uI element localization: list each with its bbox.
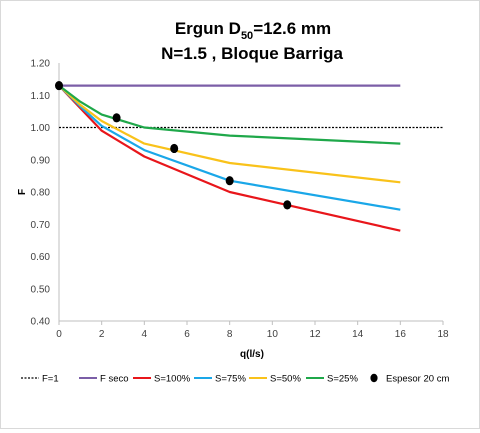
x-tick-label: 4 [142, 329, 148, 340]
legend-label: F=1 [42, 374, 59, 385]
legend-label: S=50% [270, 374, 301, 385]
y-tick-label: 0.50 [31, 284, 51, 295]
marker-layer [55, 80, 292, 210]
y-tick-label: 1.00 [31, 123, 51, 134]
x-tick-label: 16 [395, 329, 407, 340]
x-tick-label: 6 [184, 329, 190, 340]
espesor-marker [283, 200, 292, 210]
espesor-marker [55, 80, 63, 91]
series-layer [58, 84, 443, 232]
legend-marker-swatch [370, 373, 378, 383]
espesor-marker [225, 176, 234, 186]
legend-label: F seco [100, 374, 129, 385]
legend-label: Espesor 20 cm [386, 374, 449, 385]
x-tick-label: 14 [352, 329, 364, 340]
legend-label: S=100% [154, 374, 191, 385]
espesor-marker [112, 113, 121, 123]
y-tick-label: 0.90 [31, 155, 51, 166]
y-tick-label: 0.70 [31, 220, 51, 231]
y-tick-label: 0.40 [31, 317, 51, 328]
series-line-s-100 [58, 84, 401, 232]
y-tick-label: 0.80 [31, 188, 51, 199]
x-tick-label: 18 [437, 329, 449, 340]
axis-ticks: 0 2 4 6 8 10 12 14 16 18 0.40 0.50 0.60 0.70 0.80 0.90 1… [31, 59, 449, 341]
x-tick-label: 2 [99, 329, 105, 340]
x-axis-label: q(l/s) [240, 349, 264, 360]
x-tick-label: 12 [309, 329, 321, 340]
legend-label: S=25% [327, 374, 358, 385]
x-tick-label: 8 [227, 329, 233, 340]
series-line-s-25 [58, 84, 401, 145]
x-tick-label: 10 [267, 329, 279, 340]
legend-label: S=75% [215, 374, 246, 385]
series-line-s-50 [58, 84, 401, 184]
y-tick-label: 0.60 [31, 252, 51, 263]
y-tick-label: 1.20 [31, 59, 51, 70]
y-tick-label: 1.10 [31, 91, 51, 102]
espesor-marker [170, 143, 179, 154]
y-axis-label: F [17, 189, 28, 195]
chart-title-line1: Ergun D50=12.6 mm [175, 19, 331, 42]
chart-title-line2: N=1.5 , Bloque Barriga [161, 44, 343, 63]
legend: F=1 F seco S=100% S=75% S=50% S=25% Espesor 20… [21, 374, 449, 385]
x-tick-label: 0 [56, 329, 62, 340]
